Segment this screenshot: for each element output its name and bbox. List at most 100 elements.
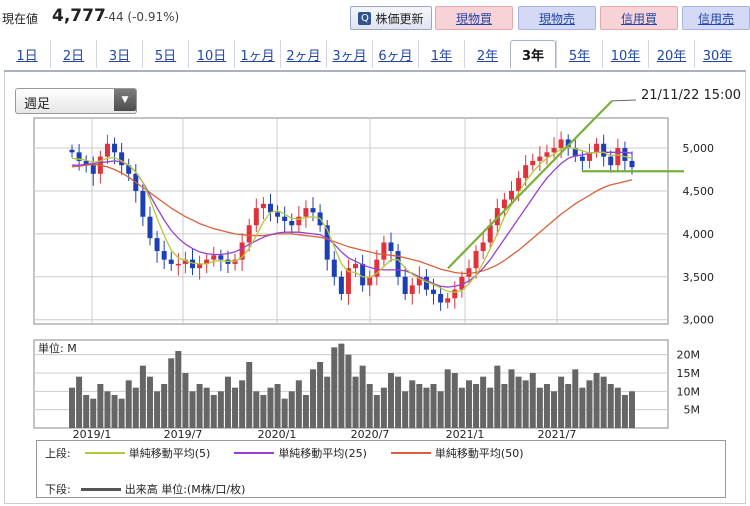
tab-15[interactable]: 30年 (694, 40, 740, 68)
candle-body (76, 152, 82, 161)
tab-14[interactable]: 20年 (648, 40, 694, 68)
legend-volume-swatch (80, 487, 121, 491)
tab-8[interactable]: 6ヶ月 (372, 40, 418, 68)
volume-bar (437, 391, 444, 428)
candle-body (190, 259, 196, 269)
volume-bar (529, 373, 536, 428)
volume-bar (473, 384, 480, 428)
candle-body (345, 268, 351, 294)
legend-volume-label: 出来高 単位:(M株/口/枚) (124, 483, 246, 496)
chart-timestamp: 21/11/22 15:00 (641, 88, 741, 103)
volume-bar (217, 391, 224, 428)
candle-body (431, 289, 437, 294)
volume-tick-label: 15M (677, 367, 701, 380)
volume-bar (451, 373, 458, 428)
candle-body (487, 225, 493, 243)
volume-bar (366, 384, 373, 428)
candle-body (459, 276, 465, 290)
spot-buy-button[interactable]: 現物買 (435, 6, 513, 30)
tab-9[interactable]: 1年 (418, 40, 464, 68)
volume-bar (83, 395, 90, 428)
candle-body (516, 178, 522, 191)
x-tick-label: 2020/1 (258, 428, 297, 441)
volume-bar (324, 376, 331, 428)
candle-body (565, 139, 571, 149)
volume-bar (274, 384, 281, 428)
spot-sell-button[interactable]: 現物売 (518, 6, 596, 30)
volume-bar (373, 395, 380, 428)
candle-body (161, 251, 167, 260)
tab-1[interactable]: 2日 (50, 40, 96, 68)
tab-12[interactable]: 5年 (556, 40, 602, 68)
interval-select[interactable]: 週足 ▼ (15, 88, 137, 114)
tab-0[interactable]: 1日 (16, 48, 38, 64)
volume-unit-label: 単位: M (38, 341, 77, 355)
ma25-line (72, 151, 633, 288)
tab-6[interactable]: 2ヶ月 (280, 40, 326, 68)
candle-body (608, 156, 614, 166)
candle-body (338, 276, 344, 294)
candle-body (508, 190, 514, 200)
refresh-label: 株価更新 (375, 11, 424, 26)
volume-bar (76, 376, 83, 428)
volume-bar (380, 387, 387, 428)
candle-body (558, 139, 564, 149)
tab-5[interactable]: 1ヶ月 (234, 40, 280, 68)
candle-body (175, 263, 181, 266)
refresh-price-button[interactable]: Q 株価更新 (350, 6, 432, 30)
candle-body (360, 263, 366, 286)
candle-body (572, 148, 578, 157)
candle-body (416, 276, 422, 286)
candle-body (423, 276, 429, 290)
tab-10[interactable]: 2年 (464, 40, 510, 68)
volume-bar (444, 369, 451, 428)
y-tick-label: 3,500 (683, 271, 715, 284)
volume-bar (295, 380, 302, 428)
candle-body (438, 293, 444, 303)
x-tick-label: 2021/7 (538, 428, 577, 441)
candle-body (615, 148, 621, 166)
volume-bar (345, 354, 352, 428)
candle-body (275, 212, 281, 217)
volume-bar (317, 362, 324, 428)
volume-bar (614, 387, 621, 428)
tab-7[interactable]: 3ヶ月 (326, 40, 372, 68)
volume-bar (621, 395, 628, 428)
volume-bar (175, 351, 182, 428)
candle-body (204, 259, 210, 264)
ma5-line (71, 146, 633, 293)
tab-11[interactable]: 3年 (510, 40, 556, 68)
volume-bar (430, 384, 437, 428)
trend-line-up (447, 100, 613, 269)
tab-13[interactable]: 10年 (602, 40, 648, 68)
volume-bar (607, 384, 614, 428)
tab-3[interactable]: 5日 (142, 40, 188, 68)
volume-bar (310, 369, 317, 428)
candle-body (310, 208, 316, 213)
x-tick-label: 2019/1 (73, 428, 112, 441)
candle-body (218, 255, 224, 260)
volume-bar (480, 376, 487, 428)
volume-bar (260, 395, 267, 428)
candle-body (586, 152, 592, 161)
candle-body (409, 285, 415, 294)
legend-ma25-swatch (234, 452, 275, 454)
volume-bar (281, 398, 288, 428)
candle-body (537, 156, 543, 161)
volume-bar (359, 365, 366, 428)
tab-4[interactable]: 10日 (188, 40, 234, 68)
candle-body (246, 225, 252, 243)
volume-bar (267, 387, 274, 428)
candle-body (367, 276, 373, 286)
candle-body (402, 276, 408, 294)
candle-body (501, 199, 507, 209)
x-tick-label: 2021/1 (446, 428, 485, 441)
volume-bar (210, 395, 217, 428)
volume-bar (501, 384, 508, 428)
candle-body (452, 289, 458, 299)
margin-buy-button[interactable]: 信用買 (600, 6, 678, 30)
volume-bar (69, 387, 75, 428)
tab-2[interactable]: 3日 (96, 40, 142, 68)
legend-lower-label: 下段: (45, 483, 71, 496)
margin-sell-button[interactable]: 信用売 (682, 6, 750, 30)
